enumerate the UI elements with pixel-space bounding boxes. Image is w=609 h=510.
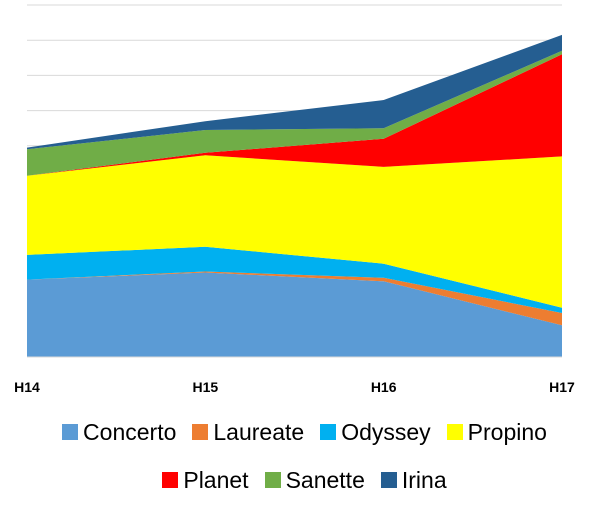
- x-tick-label: H15: [192, 379, 218, 395]
- area-irina: [27, 34, 562, 150]
- legend-swatch: [192, 424, 209, 440]
- legend-item-planet: Planet: [162, 466, 249, 494]
- x-tick-label: H17: [549, 379, 575, 395]
- legend-swatch: [446, 424, 463, 440]
- legend-row: Planet Sanette Irina: [0, 462, 609, 498]
- legend-row: Concerto Laureate Odyssey Propino: [0, 414, 609, 450]
- legend-item-laureate: Laureate: [192, 419, 304, 446]
- area-laureate: [27, 271, 562, 326]
- legend-swatch: [320, 424, 337, 440]
- x-tick-label: H16: [371, 379, 397, 395]
- legend-swatch: [62, 424, 79, 440]
- legend-label: Sanette: [285, 466, 365, 493]
- legend-label: Planet: [183, 466, 249, 493]
- legend-swatch: [380, 472, 397, 488]
- legend: Concerto Laureate Odyssey Propino Planet Sane…: [0, 414, 609, 510]
- legend-item-propino: Propino: [446, 418, 547, 446]
- area-concerto: [27, 272, 562, 357]
- legend-item-irina: Irina: [380, 466, 447, 494]
- area-chart: H14 H15 H16 H17: [14, 4, 575, 395]
- area-sanette: [27, 50, 562, 176]
- legend-item-sanette: Sanette: [264, 466, 365, 494]
- legend-label: Propino: [467, 418, 547, 445]
- area-odyssey: [27, 246, 562, 313]
- legend-label: Irina: [401, 466, 447, 493]
- series-areas: [27, 34, 562, 357]
- x-axis-ticks: H14 H15 H16 H17: [14, 379, 575, 395]
- area-propino: [27, 155, 562, 308]
- legend-swatch: [264, 472, 281, 488]
- legend-swatch: [162, 472, 179, 488]
- legend-item-odyssey: Odyssey: [320, 418, 431, 446]
- legend-label: Concerto: [83, 418, 177, 445]
- x-tick-label: H14: [14, 379, 40, 395]
- area-planet: [27, 54, 562, 176]
- legend-label: Laureate: [213, 418, 305, 445]
- legend-label: Odyssey: [341, 418, 431, 445]
- legend-item-concerto: Concerto: [62, 419, 176, 446]
